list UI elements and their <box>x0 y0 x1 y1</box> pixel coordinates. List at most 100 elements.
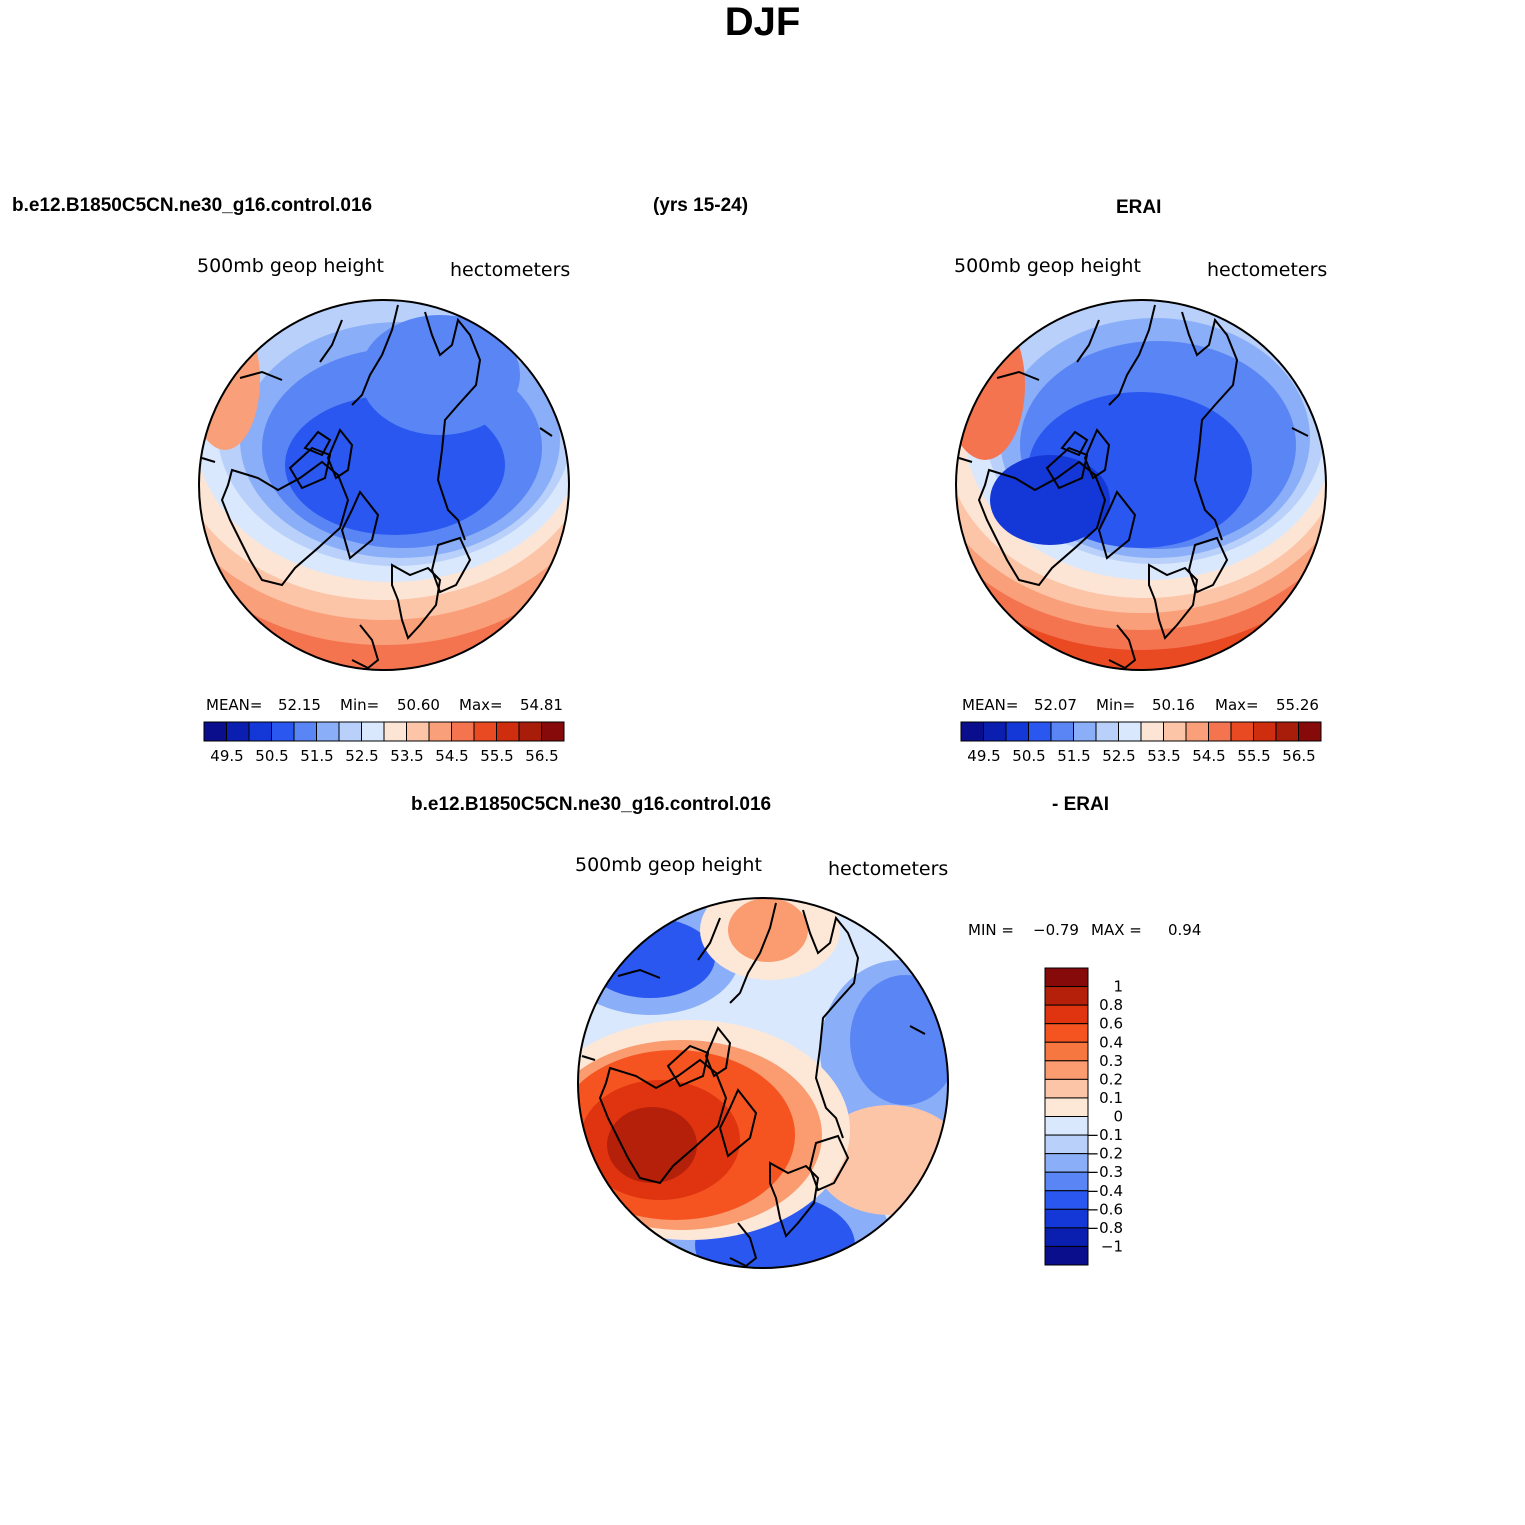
colorbar-swatch <box>1044 1116 1089 1136</box>
diff-field-label: 500mb geop height <box>575 854 762 876</box>
colorbar-swatch <box>1140 721 1164 742</box>
colorbar-tick-label: 0.8 <box>1099 996 1123 1014</box>
model-min-value: 50.60 <box>397 696 440 714</box>
colorbar-tick-label: −0.3 <box>1087 1163 1123 1181</box>
colorbar-tick-label: 56.5 <box>525 747 558 765</box>
colorbar-swatch <box>1044 1134 1089 1155</box>
obs-contour-fill <box>956 300 1326 670</box>
obs-polar-map <box>955 299 1327 671</box>
colorbar-swatch <box>383 721 407 742</box>
diff-case-header: b.e12.B1850C5CN.ne30_g16.control.016 <box>411 794 772 815</box>
model-units-label: hectometers <box>450 259 571 281</box>
colorbar-swatch <box>1044 1208 1089 1229</box>
colorbar-tick-label: 0.1 <box>1099 1089 1123 1107</box>
page-title: DJF <box>724 0 801 44</box>
colorbar-swatch <box>226 721 250 742</box>
colorbar-swatch <box>1044 1097 1089 1117</box>
colorbar-swatch <box>1275 721 1299 742</box>
colorbar-tick-label: 0.6 <box>1099 1015 1123 1033</box>
colorbar-swatch <box>518 721 542 742</box>
model-polar-map <box>198 299 570 671</box>
obs-colorbar: 49.5 50.5 51.5 52.5 53.5 54.5 55.5 56.5 <box>960 721 1322 765</box>
colorbar-tick-label: 54.5 <box>1192 747 1225 765</box>
obs-field-label: 500mb geop height <box>954 255 1141 277</box>
colorbar-swatch <box>1118 721 1142 742</box>
colorbar-swatch <box>361 721 385 742</box>
colorbar-tick-label: 49.5 <box>210 747 243 765</box>
colorbar-tick-label: −0.1 <box>1087 1126 1123 1144</box>
model-min-label: Min= <box>340 696 380 714</box>
colorbar-swatch <box>1253 721 1277 742</box>
colorbar-tick-label: 53.5 <box>390 747 423 765</box>
obs-mean-label: MEAN= <box>962 696 1019 714</box>
diff-coastlines <box>581 902 926 1268</box>
model-colorbar: 49.5 50.5 51.5 52.5 53.5 54.5 55.5 56.5 <box>203 721 565 765</box>
colorbar-tick-label: 54.5 <box>435 747 468 765</box>
colorbar-tick-label: 49.5 <box>967 747 1000 765</box>
colorbar-tick-label: −0.6 <box>1087 1200 1123 1218</box>
colorbar-swatch <box>1185 721 1209 742</box>
colorbar-swatch <box>1044 1171 1089 1192</box>
colorbar-swatch <box>1044 1153 1089 1173</box>
colorbar-tick-label: 50.5 <box>1012 747 1045 765</box>
colorbar-swatch <box>1044 1245 1089 1266</box>
model-coastlines <box>201 304 553 670</box>
colorbar-tick-label: −1 <box>1101 1237 1123 1255</box>
diff-max-label: MAX = <box>1091 921 1142 939</box>
diff-contour-fill <box>578 898 948 1268</box>
obs-min-value: 50.16 <box>1152 696 1195 714</box>
colorbar-swatch <box>1044 1004 1089 1025</box>
colorbar-swatch <box>316 721 340 742</box>
colorbar-swatch <box>473 721 497 742</box>
colorbar-swatch <box>1044 1078 1089 1099</box>
colorbar-swatch <box>203 721 227 742</box>
colorbar-swatch <box>1044 986 1089 1006</box>
colorbar-tick-label: 1 <box>1113 978 1123 996</box>
colorbar-tick-label: 56.5 <box>1282 747 1315 765</box>
colorbar-swatch <box>1208 721 1232 742</box>
model-field-label: 500mb geop height <box>197 255 384 277</box>
colorbar-swatch <box>1298 721 1322 742</box>
diff-map-boundary <box>577 897 949 1269</box>
ref-name-header: ERAI <box>1116 197 1162 218</box>
diff-colorbar: 10.80.60.40.30.20.10−0.1−0.2−0.3−0.4−0.6… <box>1044 967 1123 1266</box>
colorbar-swatch <box>1073 721 1097 742</box>
colorbar-tick-label: 52.5 <box>345 747 378 765</box>
years-header: (yrs 15-24) <box>653 195 749 216</box>
colorbar-tick-label: 0.3 <box>1099 1052 1123 1070</box>
colorbar-swatch <box>1005 721 1029 742</box>
colorbar-swatch <box>406 721 430 742</box>
case-name-header: b.e12.B1850C5CN.ne30_g16.control.016 <box>12 195 373 216</box>
colorbar-swatch <box>1163 721 1187 742</box>
colorbar-swatch <box>1044 1190 1089 1210</box>
colorbar-swatch <box>496 721 520 742</box>
colorbar-tick-label: 0.2 <box>1099 1070 1123 1088</box>
colorbar-tick-label: −0.2 <box>1087 1145 1123 1163</box>
obs-max-label: Max= <box>1215 696 1259 714</box>
colorbar-swatch <box>1044 1041 1089 1062</box>
colorbar-tick-label: 52.5 <box>1102 747 1135 765</box>
model-contour-fill <box>199 300 569 670</box>
colorbar-tick-label: −0.8 <box>1087 1219 1123 1237</box>
colorbar-swatch <box>271 721 295 742</box>
diff-max-value: 0.94 <box>1168 921 1202 939</box>
colorbar-swatch <box>960 721 984 742</box>
model-map-boundary <box>198 299 570 671</box>
obs-min-label: Min= <box>1096 696 1136 714</box>
model-max-label: Max= <box>459 696 503 714</box>
colorbar-swatch <box>541 721 565 742</box>
diff-polar-map <box>577 897 949 1269</box>
obs-map-boundary <box>955 299 1327 671</box>
model-max-value: 54.81 <box>520 696 563 714</box>
obs-units-label: hectometers <box>1207 259 1328 281</box>
colorbar-tick-label: 51.5 <box>300 747 333 765</box>
colorbar-swatch <box>293 721 317 742</box>
colorbar-swatch <box>1044 1227 1089 1247</box>
colorbar-swatch <box>1044 967 1089 988</box>
colorbar-swatch <box>338 721 362 742</box>
colorbar-swatch <box>248 721 272 742</box>
colorbar-swatch <box>428 721 452 742</box>
colorbar-swatch <box>983 721 1007 742</box>
colorbar-swatch <box>1044 1060 1089 1080</box>
model-mean-label: MEAN= <box>206 696 263 714</box>
